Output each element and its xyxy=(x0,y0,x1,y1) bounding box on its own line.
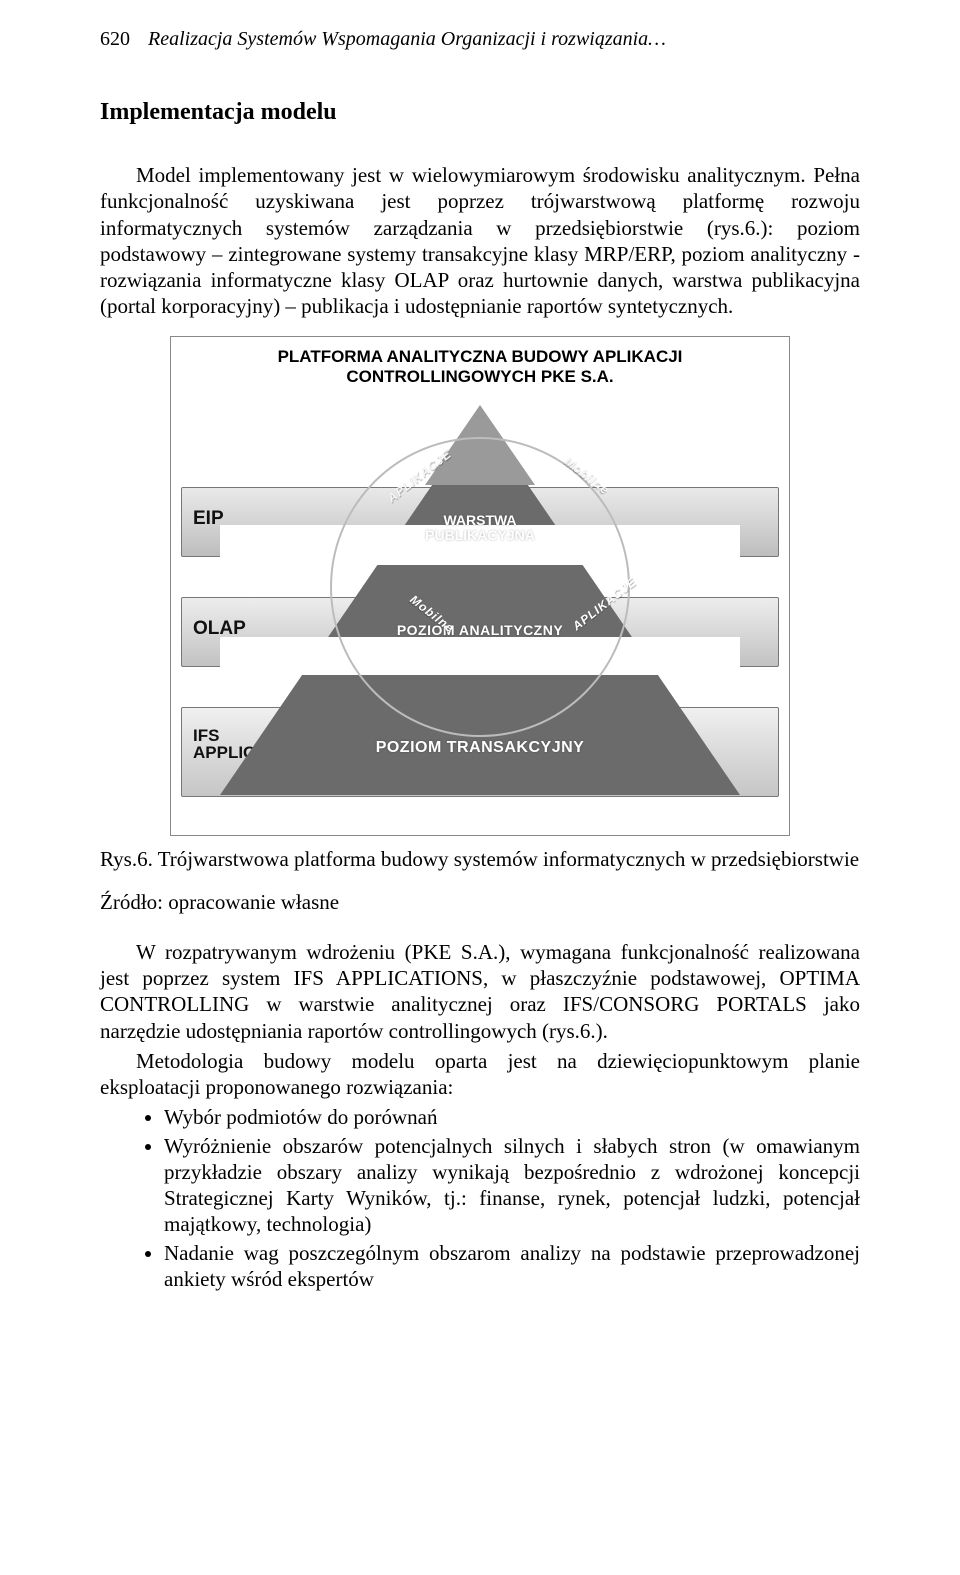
figure-caption: Rys.6. Trójwarstwowa platforma budowy sy… xyxy=(100,846,860,872)
pyr-top-line2: PUBLIKACYJNA xyxy=(425,527,535,543)
pyramid-apex xyxy=(425,405,535,485)
figure-6: PLATFORMA ANALITYCZNA BUDOWY APLIKACJI C… xyxy=(170,336,790,836)
slab-label-ifs-line1: IFS xyxy=(193,726,219,745)
methodology-list: Wybór podmiotów do porównań Wyróżnienie … xyxy=(100,1104,860,1292)
pyramid-label-analytical: POZIOM ANALITYCZNY xyxy=(370,622,590,638)
paragraph-1: Model implementowany jest w wielowymiaro… xyxy=(100,162,860,320)
list-item: Nadanie wag poszczególnym obszarom anali… xyxy=(164,1240,860,1293)
paragraph-3: Metodologia budowy modelu oparta jest na… xyxy=(100,1048,860,1101)
figure-title-line1: PLATFORMA ANALITYCZNA BUDOWY APLIKACJI xyxy=(278,347,683,366)
page: 620 Realizacja Systemów Wspomagania Orga… xyxy=(0,0,960,1334)
figure-title-line2: CONTROLLINGOWYCH PKE S.A. xyxy=(346,367,613,386)
running-title: Realizacja Systemów Wspomagania Organiza… xyxy=(148,28,666,51)
running-head: 620 Realizacja Systemów Wspomagania Orga… xyxy=(100,28,860,51)
figure-source: Źródło: opracowanie własne xyxy=(100,890,860,915)
list-item: Wybór podmiotów do porównań xyxy=(164,1104,860,1130)
pyr-top-line1: WARSTWA xyxy=(443,512,516,528)
pyramid-label-transactional: POZIOM TRANSAKCYJNY xyxy=(330,739,630,757)
section-heading: Implementacja modelu xyxy=(100,99,860,126)
figure-6-wrap: PLATFORMA ANALITYCZNA BUDOWY APLIKACJI C… xyxy=(100,336,860,836)
paragraph-2: W rozpatrywanym wdrożeniu (PKE S.A.), wy… xyxy=(100,939,860,1044)
figure-title: PLATFORMA ANALITYCZNA BUDOWY APLIKACJI C… xyxy=(171,347,789,388)
page-number: 620 xyxy=(100,28,130,51)
list-item: Wyróżnienie obszarów potencjalnych silny… xyxy=(164,1133,860,1238)
pyramid-gap-1 xyxy=(220,637,740,675)
pyramid-label-publication: WARSTWA PUBLIKACYJNA xyxy=(400,513,560,544)
